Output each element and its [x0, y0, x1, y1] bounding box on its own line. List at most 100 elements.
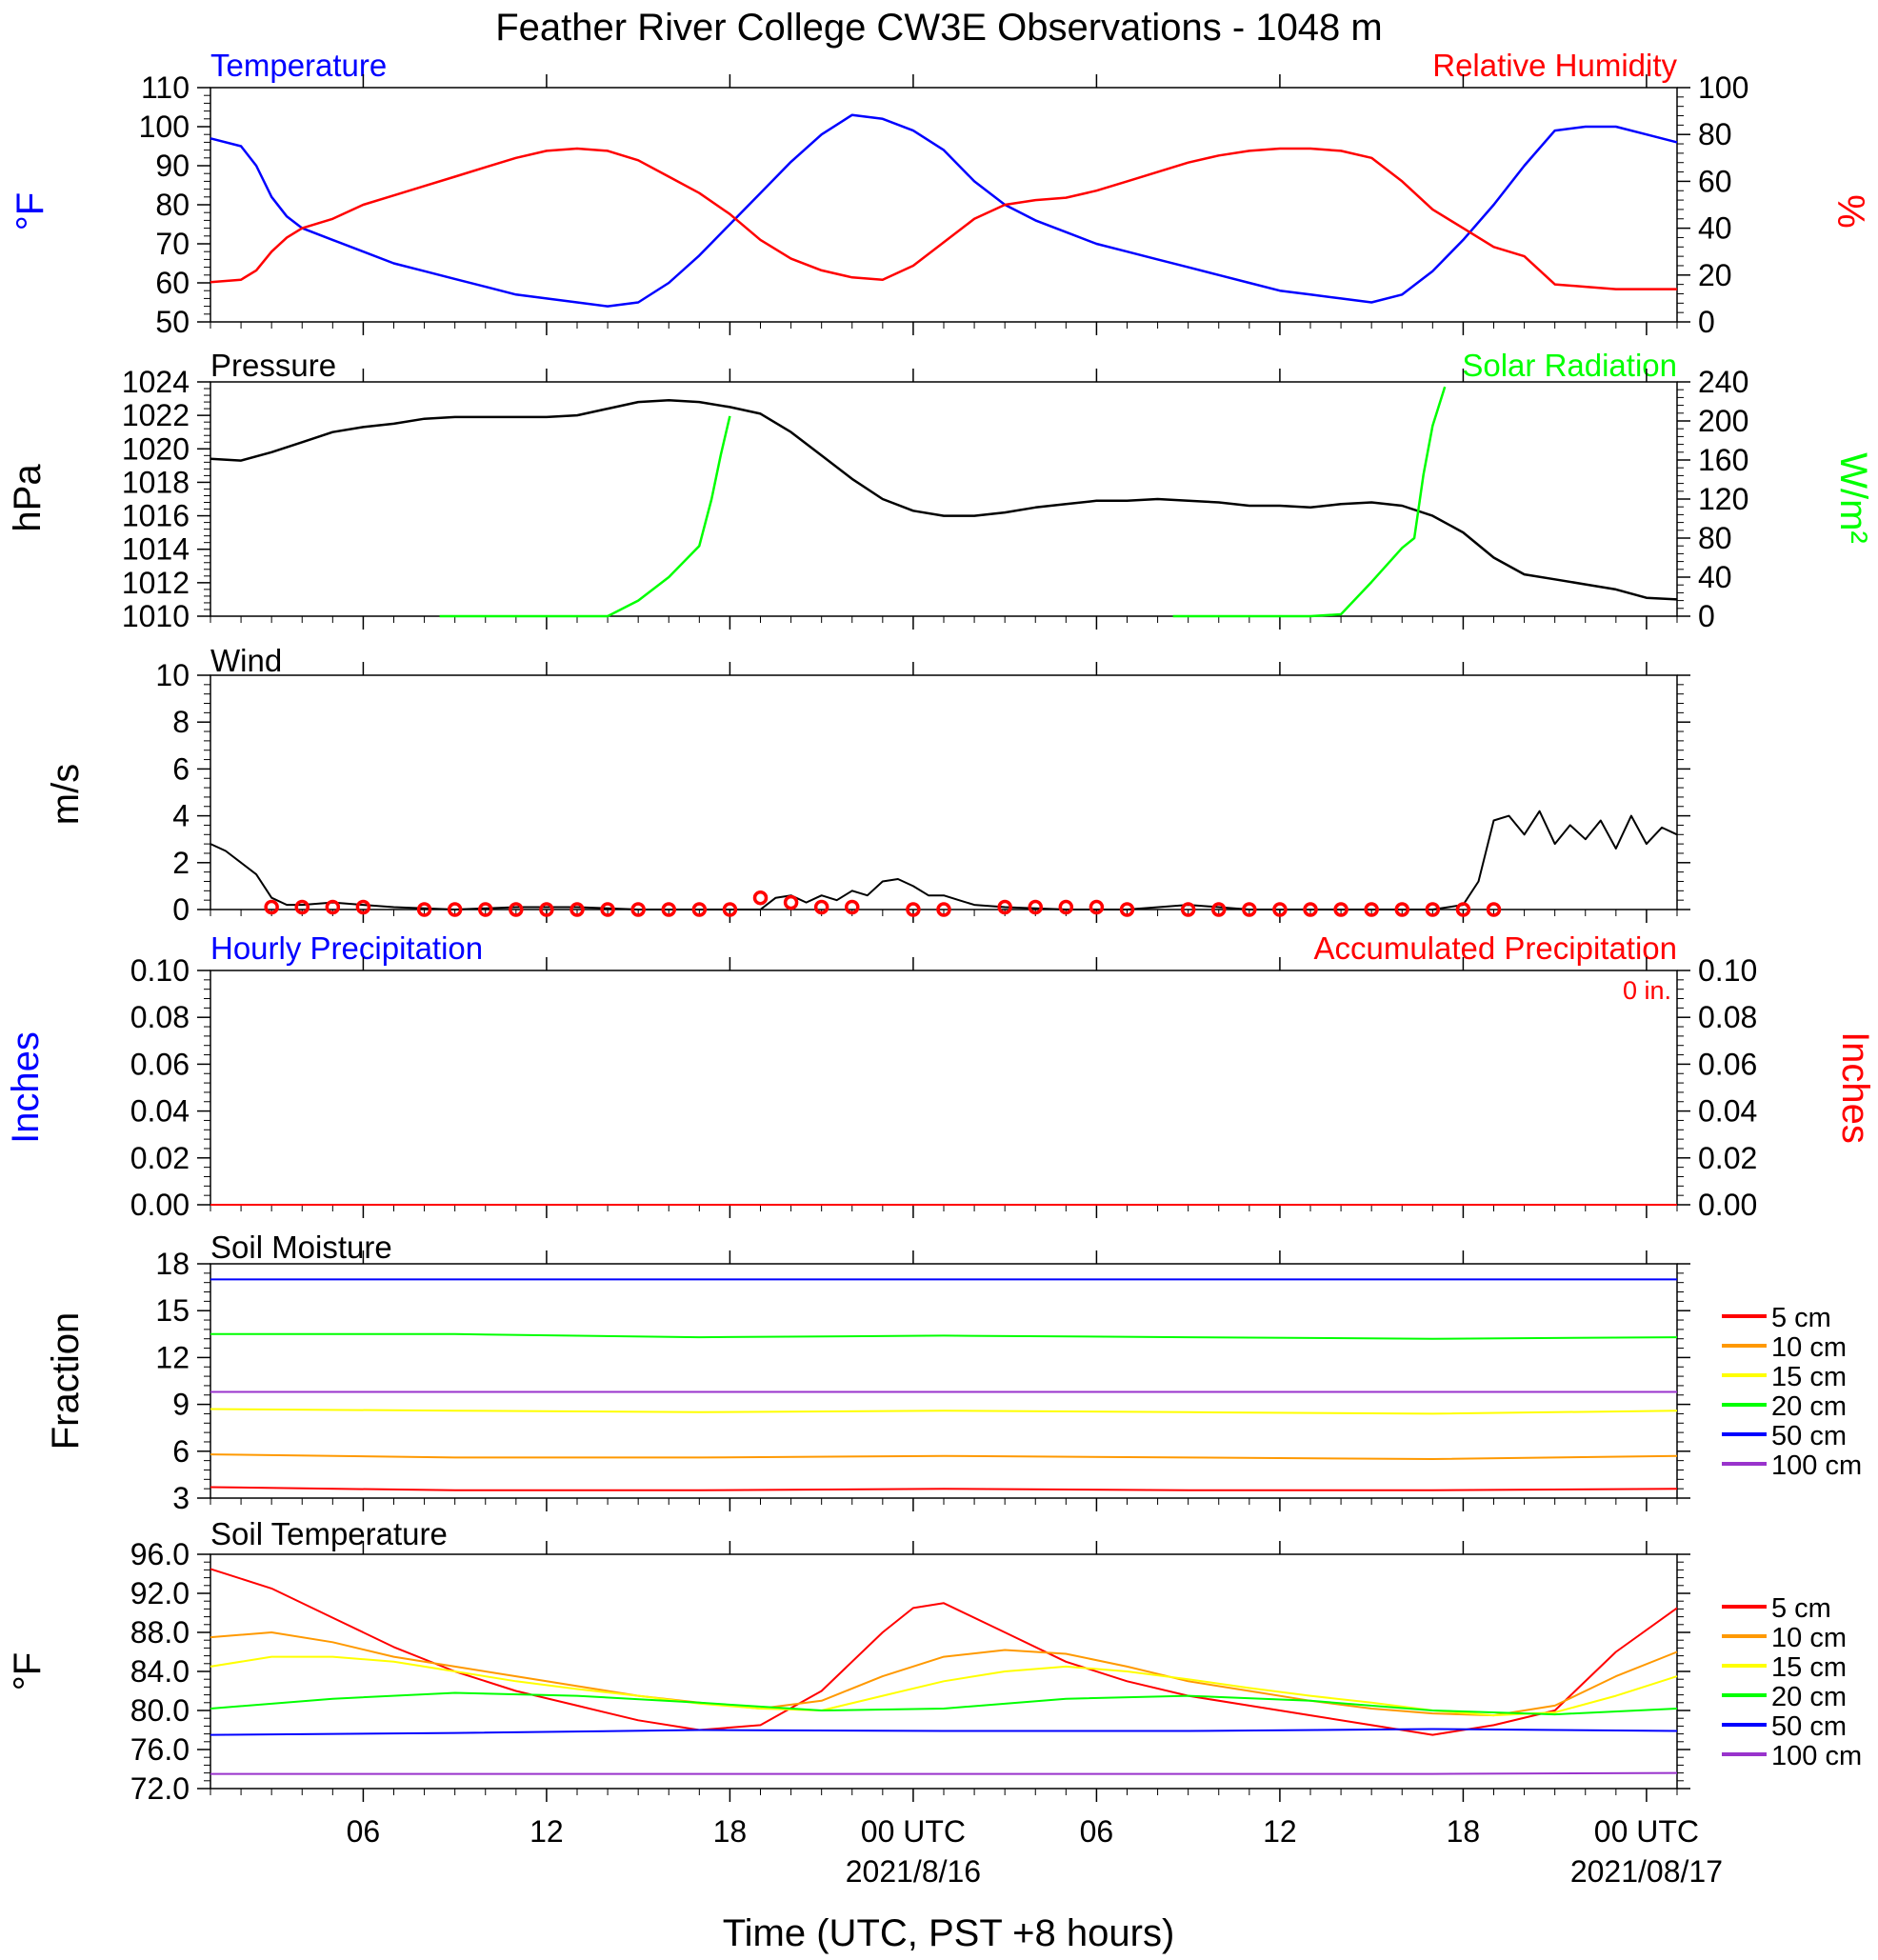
pressure-panel: Pressure Solar Radiation hPa W/m² 102410… [7, 348, 1874, 633]
wind-barb-circle [1058, 899, 1074, 915]
temperature-right-tick-label: 80 [1698, 117, 1732, 151]
temperature-series-temperature [210, 113, 1678, 308]
temperature-right-tick-label: 20 [1698, 258, 1732, 292]
x-tick-label: 00 UTC [861, 1814, 966, 1849]
x-tick-label: 12 [529, 1814, 564, 1849]
wind-barb-circle [661, 902, 676, 917]
soil_temperature-legend-label: 15 cm [1771, 1652, 1847, 1683]
wind-left-tick-label: 10 [155, 658, 190, 692]
wind-left-tick-label: 4 [172, 799, 190, 833]
temperature-frame [210, 87, 1678, 323]
pressure-right-tick-label: 160 [1698, 443, 1748, 477]
accum-precip-unit: Inches [1834, 1031, 1876, 1144]
soil_temperature-left-tick-label: 84.0 [130, 1654, 190, 1689]
accum-precip-title: Accumulated Precipitation [1313, 930, 1677, 966]
wind-barb-circle [1242, 902, 1257, 917]
x-tick-date: 2021/8/16 [846, 1854, 981, 1889]
soil-temperature-unit: °F [7, 1652, 49, 1690]
soil_temperature-series-20-cm [210, 1691, 1678, 1716]
soil_temperature-series-15-cm [210, 1655, 1678, 1717]
x-tick-label: 18 [1447, 1814, 1481, 1849]
pressure-right-tick-label: 240 [1698, 365, 1748, 399]
precip-left-tick-label: 0.08 [130, 1000, 190, 1034]
hourly-precip-unit: Inches [5, 1031, 47, 1144]
pressure-right-tick-label: 120 [1698, 482, 1748, 516]
pressure-series-solar-radiation-day-2- [1172, 386, 1447, 618]
soil_temperature-series-100-cm [210, 1771, 1678, 1775]
precip-right-tick-label: 0.08 [1698, 1000, 1757, 1034]
pressure-title: Pressure [210, 348, 336, 383]
wind-barb-circle [539, 902, 554, 917]
soil_temperature-left-tick-label: 76.0 [130, 1732, 190, 1767]
pressure-frame [210, 381, 1678, 617]
pressure-right-tick-label: 200 [1698, 404, 1748, 438]
x-tick-label: 12 [1263, 1814, 1297, 1849]
wind-barb-circle [783, 894, 799, 910]
wind-barb-circle [294, 899, 310, 915]
wind-barb-circle [1119, 902, 1135, 917]
soil_moisture-series-15-cm [210, 1408, 1678, 1415]
soil-temperature-panel: Soil Temperature °F 96.0 92.0 88.0 84.0 80.0… [7, 1516, 1862, 1806]
wind-barb-circle [569, 902, 585, 917]
wind-barb-circle [722, 902, 738, 917]
wind-barb-circle [264, 899, 279, 915]
precip-left-tick-label: 0.10 [130, 953, 190, 988]
soil_temperature-legend-label: 100 cm [1771, 1741, 1862, 1771]
soil_temperature-frame [210, 1553, 1678, 1790]
precip-right-tick-label: 0.04 [1698, 1094, 1757, 1129]
soil_temperature-series-10-cm [210, 1631, 1678, 1717]
precip-left-tick-label: 0.04 [130, 1094, 190, 1129]
wind-barb-circle [1180, 902, 1196, 917]
soil_moisture-left-tick-label: 12 [155, 1340, 190, 1374]
x-tick-date: 2021/08/17 [1570, 1854, 1723, 1889]
soil_temperature-legend-label: 50 cm [1771, 1711, 1847, 1742]
soil_temperature-legend-label: 10 cm [1771, 1623, 1847, 1653]
wind-barb-circle [630, 902, 646, 917]
temperature-left-tick-label: 60 [155, 266, 190, 300]
soil_moisture-frame [210, 1263, 1678, 1499]
soil_moisture-left-tick-label: 9 [172, 1388, 190, 1422]
wind-barb-circle [752, 890, 769, 906]
wind-barb-circle [1364, 902, 1379, 917]
precip-left-tick-label: 0.06 [130, 1047, 190, 1081]
temperature-title: Temperature [210, 48, 387, 83]
wind-barb-circle [1425, 902, 1441, 917]
wind-frame [210, 674, 1678, 910]
soil_moisture-legend-label: 100 cm [1771, 1450, 1862, 1481]
temperature-left-tick-label: 90 [155, 149, 190, 183]
soil_temperature-left-tick-label: 80.0 [130, 1693, 190, 1728]
soil_moisture-left-tick-label: 6 [172, 1434, 190, 1469]
wind-barb-circle [845, 899, 860, 915]
x-tick-label: 18 [713, 1814, 748, 1849]
wind-left-tick-label: 0 [172, 892, 190, 927]
wind-barb-circle [1089, 899, 1105, 915]
solar-title: Solar Radiation [1462, 348, 1677, 383]
pressure-series-pressure [210, 399, 1678, 601]
temperature-left-tick-label: 100 [139, 110, 190, 144]
accum-precip-value: 0 in. [1623, 976, 1671, 1005]
pressure-left-tick-label: 1010 [122, 599, 190, 633]
wind-barb-circle [325, 899, 341, 915]
temperature-right-tick-label: 0 [1698, 305, 1715, 339]
precipitation-panel: Hourly Precipitation Accumulated Precipi… [5, 930, 1876, 1222]
x-tick-label: 06 [347, 1814, 381, 1849]
wind-left-tick-label: 6 [172, 751, 190, 786]
precip-left-tick-label: 0.02 [130, 1141, 190, 1175]
pressure-series-solar-radiation [439, 415, 731, 618]
temperature-right-tick-label: 60 [1698, 164, 1732, 198]
pressure-left-tick-label: 1012 [122, 566, 190, 600]
soil_temperature-left-tick-label: 72.0 [130, 1771, 190, 1806]
wind-barb-circle [447, 902, 463, 917]
soil_moisture-left-tick-label: 15 [155, 1293, 190, 1328]
soil_temperature-series-5-cm [210, 1568, 1678, 1736]
pressure-left-tick-label: 1022 [122, 398, 190, 432]
humidity-title: Relative Humidity [1432, 48, 1677, 83]
x-tick-label: 00 UTC [1594, 1814, 1699, 1849]
solar-unit: W/m² [1832, 452, 1874, 544]
soil_temperature-left-tick-label: 96.0 [130, 1537, 190, 1571]
temperature-left-tick-label: 70 [155, 227, 190, 261]
pressure-unit: hPa [7, 464, 49, 532]
pressure-left-tick-label: 1024 [122, 365, 190, 399]
soil-moisture-title: Soil Moisture [210, 1230, 392, 1265]
